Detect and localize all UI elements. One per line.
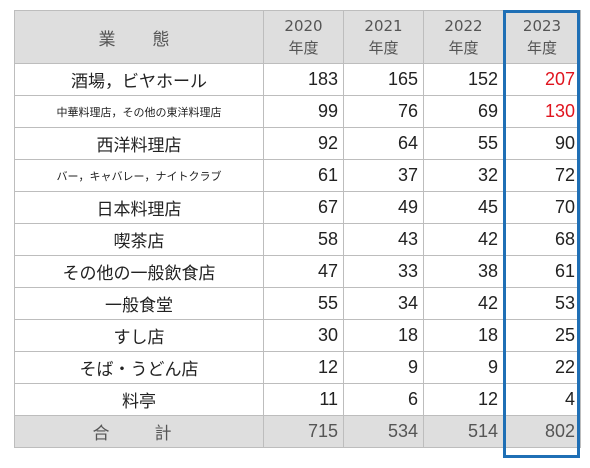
year-unit: 年度 — [288, 39, 319, 57]
category-cell: すし店 — [14, 319, 264, 352]
value-cell-2021: 64 — [343, 127, 424, 160]
value-cell-2023: 22 — [503, 351, 581, 384]
category-cell: 西洋料理店 — [14, 127, 264, 160]
value-cell-2020: 58 — [263, 223, 344, 256]
year-label: 2021 — [364, 17, 403, 35]
category-cell: 酒場，ビヤホール — [14, 63, 264, 96]
value-cell-2022: 32 — [423, 159, 504, 192]
value-cell-2020: 92 — [263, 127, 344, 160]
year-label: 2022 — [444, 17, 483, 35]
table-row: 酒場，ビヤホール 183 165 152 207 — [14, 63, 581, 96]
table-container: 業 態 2020 年度 2021 年度 2022 年度 — [14, 10, 581, 458]
value-cell-2020: 55 — [263, 287, 344, 320]
total-cell-2023: 802 — [503, 415, 581, 448]
value-cell-2023: 72 — [503, 159, 581, 192]
value-cell-2020: 99 — [263, 95, 344, 128]
category-cell: 日本料理店 — [14, 191, 264, 224]
value-cell-2023: 68 — [503, 223, 581, 256]
table-row: 西洋料理店 92 64 55 90 — [14, 127, 581, 160]
value-cell-2022: 69 — [423, 95, 504, 128]
value-cell-2022: 45 — [423, 191, 504, 224]
table-row: 中華料理店，その他の東洋料理店 99 76 69 130 — [14, 95, 581, 128]
table-row: すし店 30 18 18 25 — [14, 319, 581, 352]
value-cell-2021: 165 — [343, 63, 424, 96]
category-header: 業 態 — [14, 10, 264, 64]
category-cell: 喫茶店 — [14, 223, 264, 256]
table-row: 料亭 11 6 12 4 — [14, 383, 581, 416]
value-cell-2023: 61 — [503, 255, 581, 288]
value-cell-2020: 67 — [263, 191, 344, 224]
value-cell-2022: 42 — [423, 223, 504, 256]
value-cell-2021: 37 — [343, 159, 424, 192]
value-cell-2020: 183 — [263, 63, 344, 96]
year-header-2022: 2022 年度 — [423, 10, 504, 64]
value-cell-2021: 49 — [343, 191, 424, 224]
business-type-table: 業 態 2020 年度 2021 年度 2022 年度 — [14, 10, 581, 448]
table-row: 喫茶店 58 43 42 68 — [14, 223, 581, 256]
category-cell: そば・うどん店 — [14, 351, 264, 384]
value-cell-2022: 9 — [423, 351, 504, 384]
total-label: 合 計 — [14, 415, 264, 448]
total-row: 合 計 715 534 514 802 — [14, 415, 581, 448]
value-cell-2021: 33 — [343, 255, 424, 288]
category-cell: 料亭 — [14, 383, 264, 416]
value-cell-2020: 61 — [263, 159, 344, 192]
value-cell-2023: 4 — [503, 383, 581, 416]
category-cell: 一般食堂 — [14, 287, 264, 320]
total-cell-2020: 715 — [263, 415, 344, 448]
table-row: 一般食堂 55 34 42 53 — [14, 287, 581, 320]
year-header-2023: 2023 年度 — [503, 10, 581, 64]
value-cell-2020: 47 — [263, 255, 344, 288]
value-cell-2020: 11 — [263, 383, 344, 416]
value-cell-2021: 18 — [343, 319, 424, 352]
value-cell-2022: 12 — [423, 383, 504, 416]
value-cell-2021: 9 — [343, 351, 424, 384]
value-cell-2021: 6 — [343, 383, 424, 416]
table-row: バー，キャバレー，ナイトクラブ 61 37 32 72 — [14, 159, 581, 192]
total-cell-2022: 514 — [423, 415, 504, 448]
value-cell-2022: 38 — [423, 255, 504, 288]
value-cell-2022: 42 — [423, 287, 504, 320]
value-cell-2020: 12 — [263, 351, 344, 384]
value-cell-2021: 34 — [343, 287, 424, 320]
value-cell-2023: 207 — [503, 63, 581, 96]
value-cell-2023: 90 — [503, 127, 581, 160]
year-header-2021: 2021 年度 — [343, 10, 424, 64]
year-label: 2020 — [284, 17, 323, 35]
table-row: そば・うどん店 12 9 9 22 — [14, 351, 581, 384]
value-cell-2021: 43 — [343, 223, 424, 256]
value-cell-2023: 130 — [503, 95, 581, 128]
year-unit: 年度 — [368, 39, 399, 57]
value-cell-2020: 30 — [263, 319, 344, 352]
year-header-2020: 2020 年度 — [263, 10, 344, 64]
category-cell: バー，キャバレー，ナイトクラブ — [14, 159, 264, 192]
value-cell-2022: 55 — [423, 127, 504, 160]
header-row: 業 態 2020 年度 2021 年度 2022 年度 — [14, 10, 581, 64]
value-cell-2023: 70 — [503, 191, 581, 224]
table-row: その他の一般飲食店 47 33 38 61 — [14, 255, 581, 288]
year-unit: 年度 — [526, 39, 557, 57]
value-cell-2023: 25 — [503, 319, 581, 352]
category-cell: 中華料理店，その他の東洋料理店 — [14, 95, 264, 128]
value-cell-2023: 53 — [503, 287, 581, 320]
year-label: 2023 — [522, 17, 562, 35]
total-cell-2021: 534 — [343, 415, 424, 448]
value-cell-2021: 76 — [343, 95, 424, 128]
value-cell-2022: 152 — [423, 63, 504, 96]
value-cell-2022: 18 — [423, 319, 504, 352]
category-cell: その他の一般飲食店 — [14, 255, 264, 288]
year-unit: 年度 — [448, 39, 479, 57]
table-row: 日本料理店 67 49 45 70 — [14, 191, 581, 224]
